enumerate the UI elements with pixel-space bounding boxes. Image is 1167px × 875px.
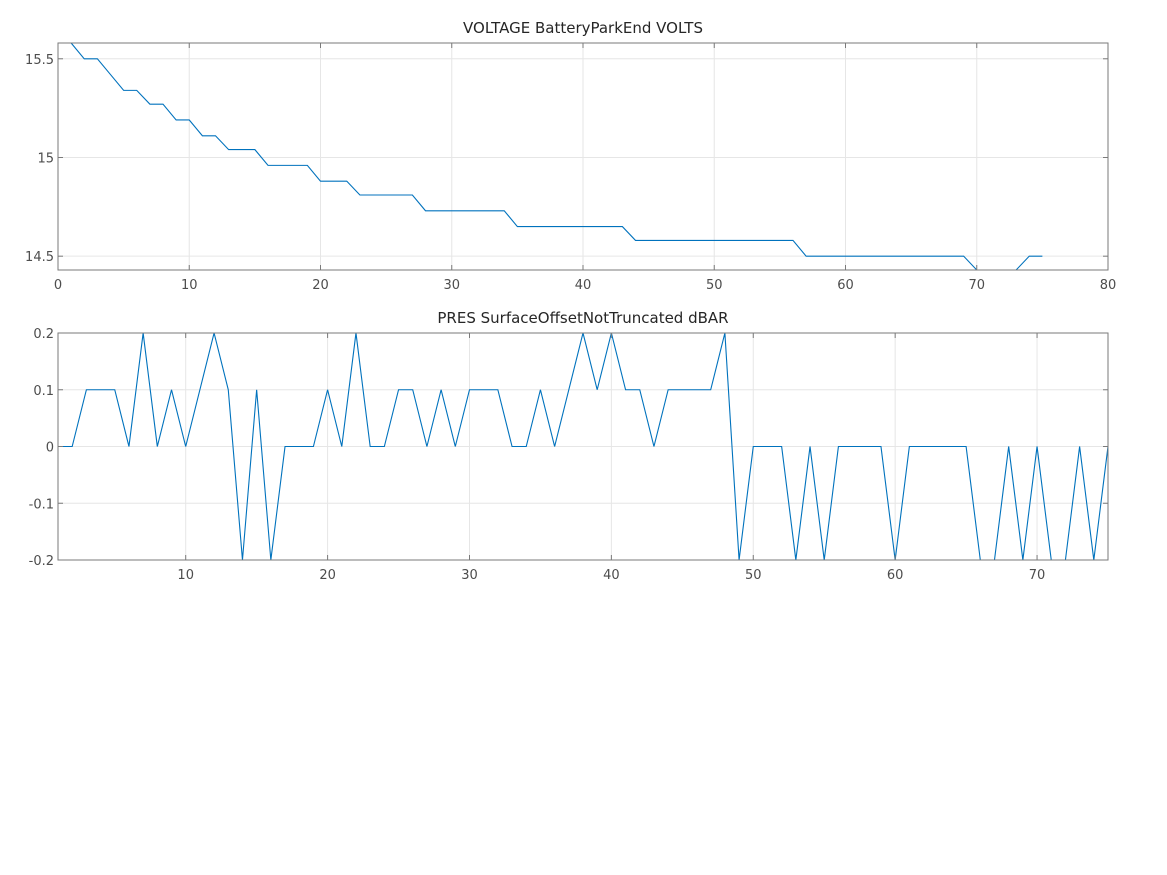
pressure-ytick-label: 0.1	[33, 384, 54, 399]
pressure-ytick-label: -0.1	[29, 497, 54, 512]
voltage-ytick-label: 14.5	[25, 250, 54, 265]
voltage-chart: VOLTAGE BatteryParkEnd VOLTS 0 10 20 30 40 50…	[25, 19, 1116, 293]
voltage-xtick-label: 60	[837, 278, 854, 293]
voltage-xtick-label: 10	[181, 278, 198, 293]
pressure-xtick-label: 70	[1029, 568, 1046, 583]
voltage-grid	[58, 43, 1108, 270]
pressure-xtick-label: 60	[887, 568, 904, 583]
voltage-xtick-label: 50	[706, 278, 723, 293]
pressure-ytick-label: 0.2	[33, 327, 54, 342]
voltage-xtick-label: 40	[575, 278, 592, 293]
pressure-xtick-label: 20	[319, 568, 336, 583]
voltage-xtick-label: 70	[968, 278, 985, 293]
voltage-xtick-label: 30	[443, 278, 460, 293]
pressure-ytick-label: 0	[46, 441, 54, 456]
pressure-xtick-label: 10	[177, 568, 194, 583]
voltage-xtick-label: 0	[54, 278, 62, 293]
voltage-ytick-label: 15	[37, 151, 54, 166]
voltage-xtick-label: 20	[312, 278, 329, 293]
voltage-series-line	[70, 42, 1043, 271]
pressure-ytick-label: -0.2	[29, 554, 54, 569]
pressure-xtick-label: 30	[461, 568, 478, 583]
voltage-ytick-label: 15.5	[25, 53, 54, 68]
pressure-chart: PRES SurfaceOffsetNotTruncated dBAR 10 20…	[29, 309, 1109, 583]
pressure-xtick-label: 50	[745, 568, 762, 583]
pressure-chart-title: PRES SurfaceOffsetNotTruncated dBAR	[437, 309, 728, 327]
voltage-xtick-label: 80	[1100, 278, 1117, 293]
pressure-xtick-label: 40	[603, 568, 620, 583]
voltage-chart-title: VOLTAGE BatteryParkEnd VOLTS	[463, 19, 703, 37]
